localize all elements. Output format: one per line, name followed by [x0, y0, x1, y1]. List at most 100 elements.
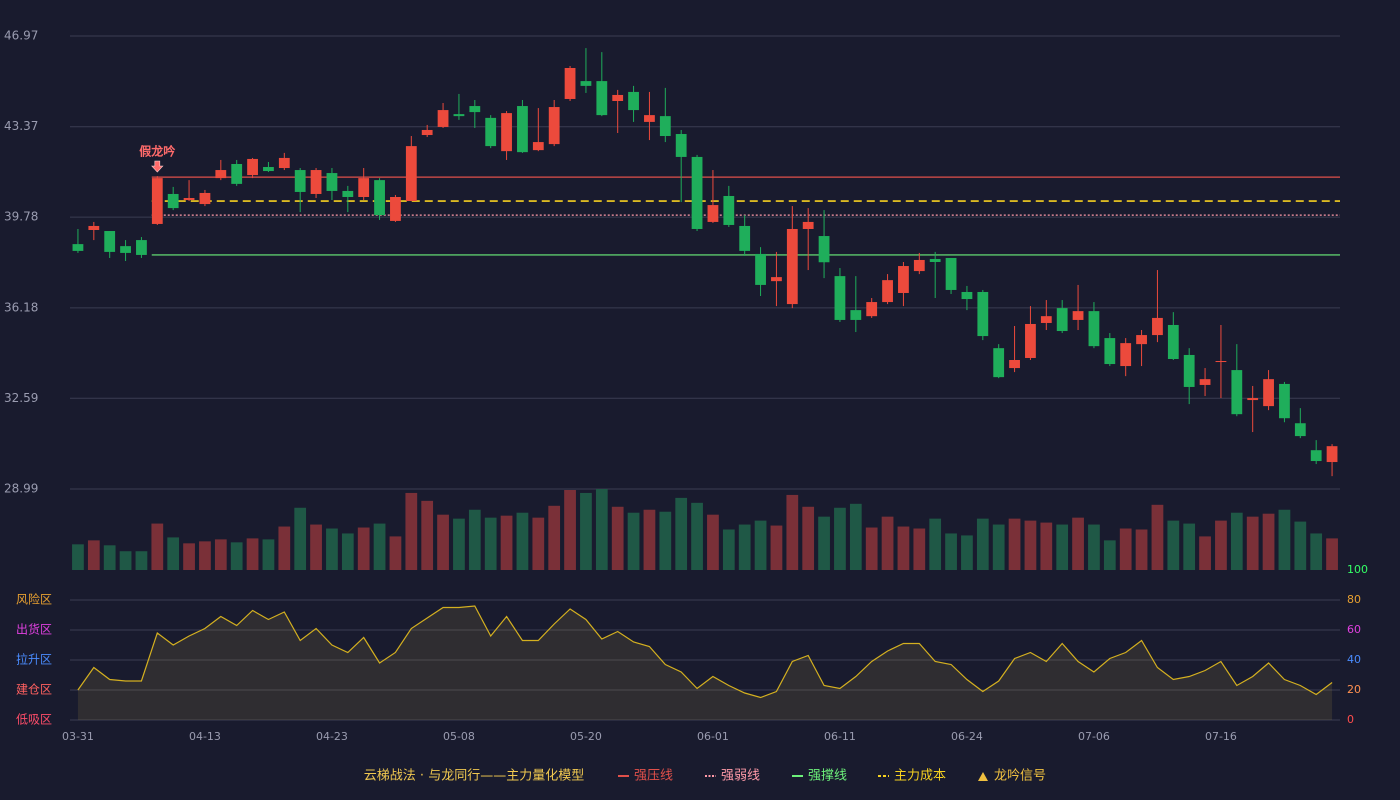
candle-body [1120, 343, 1132, 367]
legend-label: 主力成本 [894, 769, 946, 784]
candle-body [278, 157, 290, 169]
volume-bar [881, 516, 894, 570]
candle-body [1088, 311, 1100, 347]
candle-body [628, 91, 639, 111]
volume-bar [1262, 513, 1275, 570]
candle-body [771, 277, 782, 282]
volume-bar [1167, 520, 1180, 570]
candle-body [818, 236, 830, 263]
legend-label: 强压线 [634, 769, 673, 784]
candle-body [199, 192, 211, 205]
volume-bar [389, 536, 402, 570]
volume-bar [691, 502, 703, 570]
volume-bar [643, 509, 656, 570]
volume-bar [214, 539, 227, 570]
volume-bar [1215, 520, 1227, 570]
candle-body [612, 94, 624, 102]
candle-body [929, 258, 941, 262]
volume-bar [786, 494, 799, 570]
candle-body [548, 107, 560, 145]
volume-bar [119, 551, 132, 570]
candle-body [1152, 317, 1163, 336]
candle-body [310, 170, 322, 194]
x-tick-label: 04-13 [189, 730, 221, 743]
candle-body [374, 180, 385, 216]
candle-body [866, 302, 878, 317]
volume-bar [1024, 520, 1037, 570]
candle-body [485, 117, 497, 147]
indicator-y-tick-label: 60 [1347, 623, 1361, 636]
indicator-y-tick-label: 40 [1347, 653, 1361, 666]
volume-bar [913, 528, 926, 570]
legend-swatch [978, 772, 988, 781]
candle-body [707, 205, 719, 222]
volume-bar [500, 515, 513, 570]
candle-body [1199, 379, 1211, 385]
volume-bar [532, 517, 545, 570]
candle-body [898, 266, 909, 293]
candle-body [882, 280, 893, 303]
candle-body [786, 228, 798, 305]
candle-body [358, 178, 370, 197]
volume-bar [72, 544, 84, 570]
volume-bar [945, 533, 957, 570]
candle-body [247, 158, 258, 176]
volume-bar [183, 543, 195, 570]
y-tick-label: 36.18 [4, 300, 38, 314]
candle-body [72, 244, 84, 251]
y-tick-label: 39.78 [4, 210, 38, 224]
y-tick-label: 28.99 [4, 482, 38, 496]
candle-body [691, 156, 703, 229]
indicator-y-tick-label: 0 [1347, 713, 1354, 726]
volume-bar [341, 533, 354, 570]
x-tick-label: 06-01 [697, 730, 729, 743]
volume-bar [167, 537, 180, 570]
y-tick-label: 46.97 [4, 29, 38, 43]
candle-body [136, 240, 147, 255]
candle-body [1136, 335, 1147, 345]
volume-bar [326, 528, 338, 570]
volume-bar [1310, 533, 1323, 570]
volume-bar [468, 509, 481, 570]
candle-body [437, 110, 449, 127]
candle-body [659, 116, 671, 137]
legend-title: 云梯战法 · 与龙同行——主力量化模型 [364, 769, 584, 784]
candle-body [739, 225, 751, 251]
volume-bar [103, 545, 116, 570]
candle-body [390, 196, 401, 221]
volume-bar [1278, 509, 1291, 570]
candle-body [675, 134, 687, 157]
volume-bar [1230, 512, 1243, 570]
volume-bar [484, 517, 497, 570]
candle-body [405, 146, 417, 202]
volume-bar [405, 492, 418, 570]
signal-label: 假龙吟 [139, 144, 175, 159]
candle-body [850, 310, 862, 320]
signal-arrow [151, 160, 164, 173]
candle-body [1247, 398, 1259, 401]
volume-bar [802, 506, 815, 570]
x-tick-label: 06-11 [824, 730, 856, 743]
volume-bar [1008, 518, 1021, 570]
candle-body [263, 167, 274, 172]
volume-bar [230, 542, 243, 570]
candle-body [167, 193, 179, 209]
volume-bar [849, 503, 862, 570]
candle-body [1025, 323, 1036, 358]
candle-body [1231, 370, 1243, 415]
volume-bar [611, 506, 624, 570]
candle-body [1279, 383, 1290, 419]
volume-bar [1326, 538, 1338, 570]
y-tick-label: 43.37 [4, 119, 38, 133]
volume-bar [722, 529, 735, 570]
candle-body [1104, 338, 1116, 365]
volume-bar [357, 527, 370, 570]
indicator-y-tick-label: 80 [1347, 593, 1361, 606]
candle-body [294, 170, 306, 192]
volume-bar [961, 535, 973, 570]
candle-body [421, 129, 433, 136]
candle-body [1263, 379, 1274, 407]
volume-bar [1135, 529, 1148, 570]
volume-bar [199, 541, 211, 570]
